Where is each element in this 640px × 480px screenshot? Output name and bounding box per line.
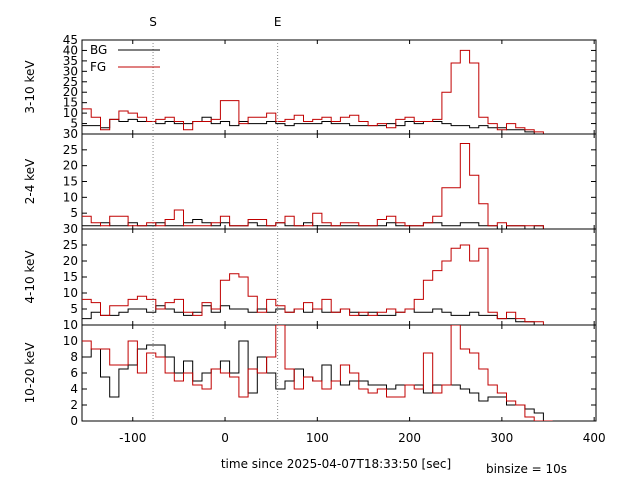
y-tick-label: 6 (70, 366, 78, 380)
series-fg (82, 49, 553, 134)
y-tick-label: 10 (63, 334, 78, 348)
series-fg (82, 244, 553, 325)
panel-bottom-tick-label: 10 (63, 318, 78, 332)
y-axis-label: 4-10 keV (23, 250, 37, 304)
series-bg (82, 340, 553, 421)
y-tick-label: 5 (70, 117, 78, 131)
y-tick-label: 8 (70, 350, 78, 364)
legend-label-fg: FG (90, 60, 106, 74)
panel-2: 5 10 15 20 25 10 4-10 keV (23, 228, 597, 332)
x-tick-label: 100 (306, 431, 329, 445)
y-tick-label: 0 (70, 414, 78, 428)
y-tick-label: 25 (63, 75, 78, 89)
y-tick-label: 15 (63, 270, 78, 284)
y-tick-label: 15 (63, 96, 78, 110)
panel-frame (81, 324, 597, 422)
y-tick-label: 25 (63, 238, 78, 252)
x-axis: -100 0 100 200 300 400 (119, 431, 605, 445)
x-tick-label: 400 (583, 431, 606, 445)
series-fg (82, 325, 553, 421)
panel-bottom-tick-label: 30 (63, 127, 78, 141)
x-tick-label: 0 (221, 431, 229, 445)
y-tick-label: 20 (63, 85, 78, 99)
y-tick-label: 35 (63, 54, 78, 68)
legend: BG FG (90, 43, 160, 74)
y-tick-label: 40 (63, 43, 78, 57)
legend-label-bg: BG (90, 43, 107, 57)
x-tick-label: -100 (119, 431, 146, 445)
panel-frame (81, 228, 597, 326)
y-tick-label: 4 (70, 382, 78, 396)
y-tick-label: 45 (63, 33, 78, 47)
binsize-note: binsize = 10s (486, 462, 567, 476)
series-fg (82, 143, 553, 229)
y-axis-label: 2-4 keV (23, 158, 37, 204)
panel-bottom-tick-label: 30 (63, 222, 78, 236)
x-tick-label: 300 (490, 431, 513, 445)
series-bg (82, 116, 553, 134)
panel-3: 0 2 4 6 8 10 10-20 keV (23, 324, 597, 428)
x-tick-label: 200 (398, 431, 421, 445)
x-axis-label: time since 2025-04-07T18:33:50 [sec] (221, 457, 451, 471)
y-tick-label: 15 (63, 175, 78, 189)
marker-label-s: S (149, 15, 157, 29)
y-tick-label: 20 (63, 159, 78, 173)
y-axis-label: 10-20 keV (23, 342, 37, 404)
y-tick-label: 2 (70, 398, 78, 412)
y-tick-label: 10 (63, 106, 78, 120)
y-tick-label: 5 (70, 302, 78, 316)
y-tick-label: 20 (63, 254, 78, 268)
y-tick-label: 30 (63, 64, 78, 78)
y-axis-label: 3-10 keV (23, 60, 37, 114)
panel-frame (81, 133, 597, 230)
marker-label-e: E (274, 15, 282, 29)
y-tick-label: 10 (63, 286, 78, 300)
y-tick-label: 10 (63, 190, 78, 204)
y-tick-label: 25 (63, 143, 78, 157)
y-tick-label: 5 (70, 206, 78, 220)
